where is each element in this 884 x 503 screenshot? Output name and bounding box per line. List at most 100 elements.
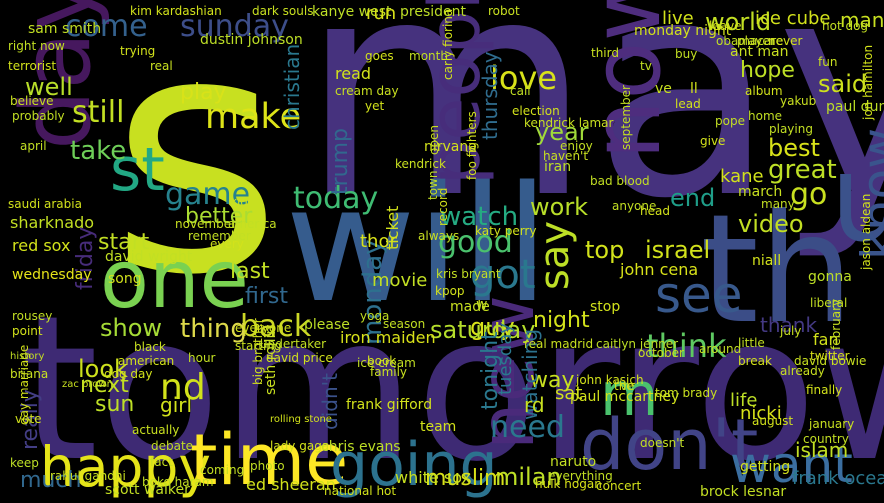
word: kane: [720, 166, 764, 187]
word: thursday: [478, 51, 502, 140]
word: year: [535, 118, 589, 146]
word: want: [730, 436, 853, 494]
word: month: [409, 49, 448, 63]
word: monday night: [634, 23, 732, 39]
word: believe: [10, 94, 54, 108]
word: actually: [132, 423, 180, 437]
word: live: [662, 8, 694, 29]
word: show: [100, 314, 163, 342]
word: start: [98, 230, 150, 255]
word: twitter: [810, 349, 850, 363]
word: election: [512, 104, 560, 118]
word: night: [533, 308, 590, 333]
word: kid: [230, 195, 248, 209]
word: carly fiorina: [441, 8, 455, 80]
word: nicki: [740, 403, 782, 424]
word: end: [670, 184, 716, 212]
word: go: [790, 177, 828, 212]
word: much: [20, 468, 82, 493]
word: john cena: [620, 260, 699, 279]
word: brock lesnar: [700, 484, 787, 500]
word: game: [165, 177, 251, 212]
word: ticket: [383, 205, 402, 250]
word: may: [300, 0, 884, 264]
word: back: [240, 309, 312, 344]
word: enjoy: [560, 139, 593, 153]
word: real: [150, 59, 173, 73]
word: starting: [235, 339, 282, 353]
word: record: [436, 187, 450, 226]
word: robot: [488, 4, 520, 18]
word: obamacare: [716, 34, 784, 48]
word: time: [190, 419, 349, 501]
word: yakub: [780, 94, 817, 108]
word: ed sheeran: [246, 475, 336, 494]
word: david price: [266, 351, 333, 365]
word: kpop: [435, 284, 465, 298]
word: movie: [372, 270, 428, 291]
word: last: [230, 259, 270, 284]
word: paul mccartney: [570, 389, 680, 405]
word: come: [65, 9, 148, 44]
word: next: [80, 373, 129, 398]
word: sun: [95, 392, 135, 417]
word: run: [366, 3, 397, 24]
word: life: [730, 390, 758, 411]
word: going: [330, 430, 498, 500]
word: always: [418, 229, 460, 243]
word: history: [10, 351, 45, 362]
word: s: [110, 0, 282, 347]
word: sharknado: [10, 213, 95, 232]
word: rd: [524, 393, 545, 417]
word: frank ocean: [792, 468, 884, 489]
word: hot dog: [822, 19, 869, 33]
word: one: [100, 233, 249, 326]
word: black: [134, 340, 166, 354]
word: open: [427, 125, 441, 155]
word: already: [780, 364, 825, 378]
word: august: [752, 414, 794, 428]
word: david bowie: [794, 354, 867, 368]
word: terrorist: [8, 59, 57, 73]
word: yet: [365, 99, 385, 113]
word: ice cream: [357, 356, 416, 370]
word: ve: [655, 81, 672, 97]
word: team: [420, 419, 457, 435]
word: fun: [818, 55, 838, 69]
word: nirvana: [424, 139, 477, 155]
word: fan: [813, 330, 839, 349]
word: got: [470, 252, 536, 298]
word: remember: [188, 229, 251, 243]
word: read: [335, 64, 372, 83]
word: nd: [160, 367, 206, 408]
word: album: [745, 84, 783, 98]
word: getting: [740, 459, 791, 475]
word: february: [829, 298, 843, 350]
word: white sox: [395, 468, 471, 487]
word: right now: [8, 39, 65, 53]
word: break: [738, 354, 772, 368]
word: love: [490, 59, 558, 97]
word: kanye west: [312, 4, 392, 20]
word: america: [228, 217, 277, 231]
word: milan: [495, 463, 562, 491]
word: u: [830, 130, 884, 269]
word: cream day: [335, 84, 399, 98]
word: fact: [150, 455, 173, 469]
word: undertaker: [260, 337, 327, 351]
word: every: [210, 237, 244, 251]
word: saudi arabia: [8, 197, 82, 211]
word: saturday: [430, 316, 536, 344]
word: world: [705, 8, 772, 36]
word: katy perry: [475, 224, 537, 238]
word: many: [761, 197, 795, 211]
word: please: [304, 317, 350, 333]
word: pope: [715, 114, 745, 128]
word: player: [737, 34, 775, 48]
word: video: [738, 210, 804, 238]
word: kendrick: [395, 157, 446, 171]
word: happy: [40, 435, 211, 499]
word: work: [530, 193, 589, 221]
word: playing: [769, 122, 813, 136]
word: national hot: [324, 484, 397, 498]
